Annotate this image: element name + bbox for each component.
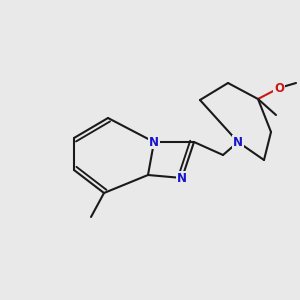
Text: N: N [149, 136, 159, 148]
Text: N: N [233, 136, 243, 148]
Text: O: O [274, 82, 284, 94]
Text: N: N [177, 172, 187, 184]
